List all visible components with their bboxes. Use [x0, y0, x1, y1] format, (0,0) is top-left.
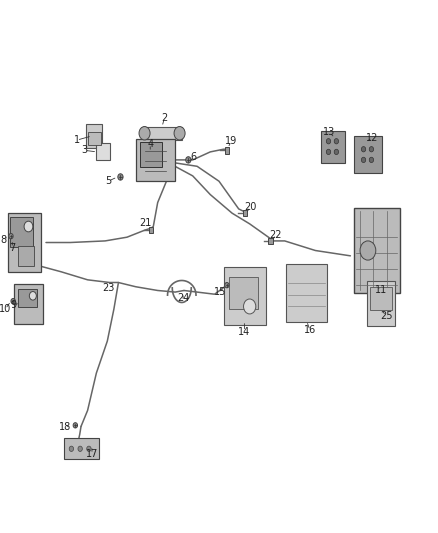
- Circle shape: [87, 446, 91, 451]
- Circle shape: [11, 298, 15, 304]
- Bar: [268, 238, 273, 244]
- Circle shape: [174, 126, 185, 140]
- Text: 13: 13: [323, 127, 336, 137]
- Bar: [286, 264, 327, 322]
- Circle shape: [369, 147, 374, 152]
- Circle shape: [73, 423, 78, 428]
- Text: 5: 5: [105, 176, 111, 186]
- Circle shape: [334, 139, 339, 144]
- Circle shape: [360, 241, 376, 260]
- Circle shape: [361, 147, 366, 152]
- Text: 25: 25: [380, 311, 392, 320]
- Circle shape: [69, 446, 74, 451]
- Circle shape: [9, 233, 13, 239]
- Bar: [18, 289, 37, 308]
- Text: 6: 6: [191, 152, 197, 161]
- Bar: [367, 281, 395, 326]
- Bar: [140, 142, 162, 167]
- Circle shape: [139, 126, 150, 140]
- Text: 24: 24: [177, 294, 189, 303]
- Bar: [225, 147, 229, 154]
- Circle shape: [326, 149, 331, 155]
- Circle shape: [326, 139, 331, 144]
- Bar: [11, 217, 33, 246]
- Text: 14: 14: [238, 327, 251, 336]
- Circle shape: [244, 299, 256, 314]
- Text: 17: 17: [86, 449, 98, 459]
- Text: 7: 7: [9, 243, 15, 253]
- Text: 18: 18: [59, 423, 71, 432]
- Text: 2: 2: [161, 114, 167, 123]
- Bar: [64, 438, 99, 459]
- Text: 11: 11: [375, 286, 387, 295]
- Text: 1: 1: [74, 135, 80, 145]
- Text: 8: 8: [0, 235, 7, 245]
- Text: 3: 3: [81, 146, 87, 155]
- Circle shape: [78, 446, 82, 451]
- Circle shape: [361, 157, 366, 163]
- Circle shape: [334, 149, 339, 155]
- Bar: [88, 132, 101, 145]
- Text: 21: 21: [139, 218, 152, 228]
- Bar: [229, 277, 258, 309]
- Text: 9: 9: [10, 300, 16, 310]
- Text: 10: 10: [0, 304, 11, 314]
- Text: 23: 23: [102, 283, 115, 293]
- Bar: [225, 266, 266, 325]
- Bar: [14, 284, 43, 324]
- Bar: [321, 131, 345, 163]
- Circle shape: [118, 174, 123, 180]
- Bar: [371, 287, 392, 310]
- Text: 15: 15: [214, 287, 226, 297]
- Bar: [142, 126, 182, 140]
- Text: 22: 22: [270, 230, 282, 239]
- Bar: [149, 227, 153, 233]
- Bar: [8, 213, 40, 272]
- Circle shape: [225, 282, 229, 288]
- Bar: [243, 210, 247, 216]
- Bar: [18, 246, 35, 266]
- Bar: [96, 143, 110, 160]
- Text: 19: 19: [225, 136, 237, 146]
- Bar: [86, 124, 102, 148]
- Text: 4: 4: [147, 139, 153, 149]
- Circle shape: [186, 157, 191, 163]
- Circle shape: [24, 221, 33, 232]
- Bar: [136, 139, 175, 181]
- Text: 16: 16: [304, 326, 316, 335]
- Text: 20: 20: [244, 202, 257, 212]
- Bar: [354, 136, 382, 173]
- Circle shape: [369, 157, 374, 163]
- Bar: [354, 208, 399, 293]
- Circle shape: [29, 292, 36, 300]
- Text: 12: 12: [366, 133, 378, 142]
